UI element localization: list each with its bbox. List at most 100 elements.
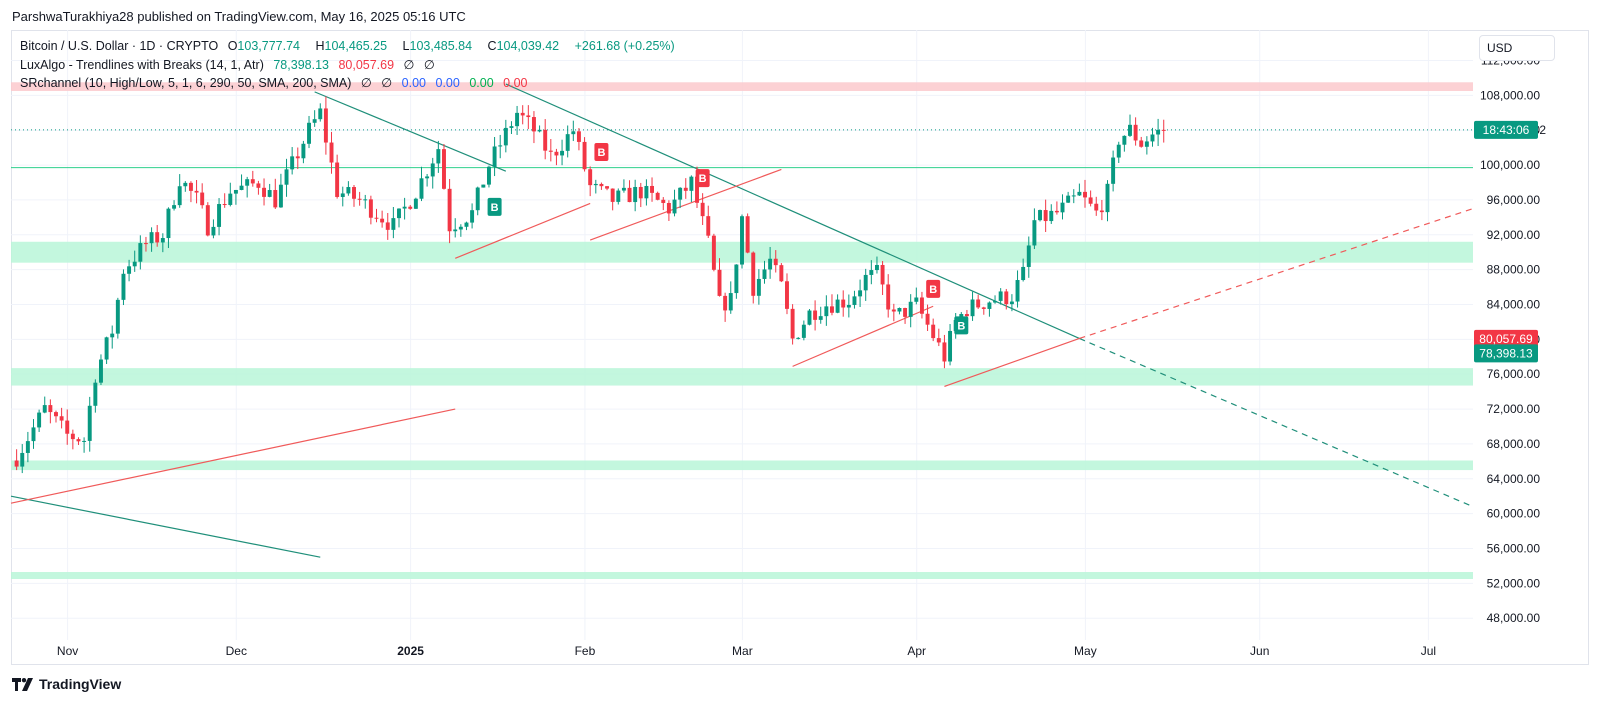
candle bbox=[1094, 196, 1099, 216]
candle bbox=[352, 184, 356, 207]
legend-indicator-1[interactable]: LuxAlgo - Trendlines with Breaks (14, 1,… bbox=[20, 57, 441, 72]
break-marker-box bbox=[926, 279, 941, 298]
candle bbox=[486, 165, 491, 188]
candle bbox=[571, 120, 576, 142]
candle-body bbox=[121, 273, 126, 300]
candle bbox=[250, 170, 255, 187]
candle-body bbox=[380, 218, 385, 223]
candle bbox=[565, 125, 570, 158]
candle bbox=[801, 320, 806, 341]
candle bbox=[1060, 194, 1065, 220]
candle bbox=[357, 191, 362, 206]
candle bbox=[762, 260, 767, 284]
candle bbox=[20, 444, 25, 474]
candle bbox=[509, 121, 514, 134]
candle-body bbox=[1077, 191, 1082, 196]
candle bbox=[740, 214, 744, 269]
candle-body bbox=[734, 264, 739, 294]
candle-body bbox=[666, 202, 671, 214]
candle-body bbox=[42, 405, 47, 413]
candle-body bbox=[295, 156, 300, 159]
legend-indicator-2[interactable]: SRchannel (10, High/Low, 5, 1, 6, 290, 5… bbox=[20, 75, 534, 90]
candle bbox=[987, 301, 992, 317]
candle-body bbox=[250, 179, 255, 184]
candle-body bbox=[115, 299, 120, 334]
break-marker-2: B bbox=[695, 169, 710, 188]
legend-low: 103,485.84 bbox=[409, 39, 473, 53]
indicator-1-value-4: ∅ bbox=[423, 58, 435, 72]
brand-name: TradingView bbox=[39, 676, 122, 692]
candle-body bbox=[290, 156, 295, 170]
candle-body bbox=[149, 232, 154, 244]
candle-body bbox=[1004, 291, 1009, 305]
candle bbox=[211, 219, 216, 239]
candle bbox=[515, 105, 520, 135]
tradingview-logo-icon bbox=[12, 677, 33, 691]
candle-body bbox=[1026, 245, 1031, 267]
legend-close: 104,039.42 bbox=[496, 39, 560, 53]
currency-button[interactable]: USD bbox=[1479, 35, 1555, 61]
candle-body bbox=[1133, 124, 1138, 141]
legend-high: 104,465.25 bbox=[324, 39, 388, 53]
candle bbox=[290, 147, 295, 175]
candle-body bbox=[970, 299, 975, 317]
indicator-2-value-6: 0.00 bbox=[503, 76, 528, 90]
candle bbox=[363, 194, 368, 209]
candle bbox=[1043, 199, 1048, 233]
candle bbox=[599, 182, 604, 190]
candle bbox=[841, 290, 846, 317]
candle-body bbox=[402, 206, 407, 209]
candle-body bbox=[138, 243, 143, 262]
trendline-teal-2 bbox=[1079, 337, 1474, 508]
candle-body bbox=[627, 187, 632, 203]
candle-body bbox=[307, 122, 311, 144]
candle-body bbox=[638, 186, 643, 199]
candle-body bbox=[172, 205, 177, 209]
legend-symbol[interactable]: Bitcoin / U.S. Dollar · 1D · CRYPTO bbox=[20, 39, 219, 53]
candle bbox=[121, 269, 126, 306]
candle bbox=[582, 137, 587, 172]
candle bbox=[447, 178, 452, 244]
candle-body bbox=[25, 441, 30, 453]
tradingview-logo[interactable]: TradingView bbox=[12, 676, 121, 692]
price-badge-label: 78,398.13 bbox=[1479, 346, 1533, 360]
candle-body bbox=[728, 293, 733, 311]
candle-body bbox=[633, 186, 638, 203]
candle-body bbox=[531, 117, 536, 132]
candle-body bbox=[200, 192, 205, 206]
candle-body bbox=[408, 206, 413, 209]
candle-body bbox=[998, 291, 1003, 301]
candle bbox=[661, 197, 666, 211]
candle bbox=[897, 307, 902, 315]
candle bbox=[756, 269, 761, 305]
candle-body bbox=[942, 342, 947, 362]
candle-body bbox=[773, 258, 778, 266]
y-tick-label: 76,000.00 bbox=[1487, 367, 1541, 381]
candle-body bbox=[858, 290, 863, 297]
candle bbox=[436, 140, 441, 173]
candle-body bbox=[841, 299, 846, 308]
zone-resistance-0 bbox=[11, 82, 1473, 91]
candle-body bbox=[160, 238, 165, 243]
x-tick-label: May bbox=[1074, 644, 1097, 658]
y-tick-label: 100,000.00 bbox=[1480, 158, 1540, 172]
candle-body bbox=[981, 307, 986, 309]
candle-body bbox=[110, 333, 115, 338]
price-badge-box bbox=[1474, 120, 1538, 139]
candle bbox=[638, 182, 643, 208]
candle bbox=[475, 186, 480, 216]
candle bbox=[981, 306, 986, 315]
candle bbox=[993, 295, 998, 304]
candle-body bbox=[54, 412, 58, 417]
candle bbox=[813, 300, 818, 331]
candle-body bbox=[813, 310, 818, 320]
candle bbox=[228, 182, 233, 207]
candle-body bbox=[925, 313, 930, 325]
candle-body bbox=[127, 266, 132, 274]
candle-body bbox=[194, 190, 199, 193]
break-marker-0: B bbox=[487, 197, 502, 216]
break-marker-box bbox=[695, 169, 710, 188]
break-marker-box bbox=[594, 143, 609, 161]
candle bbox=[503, 119, 508, 153]
